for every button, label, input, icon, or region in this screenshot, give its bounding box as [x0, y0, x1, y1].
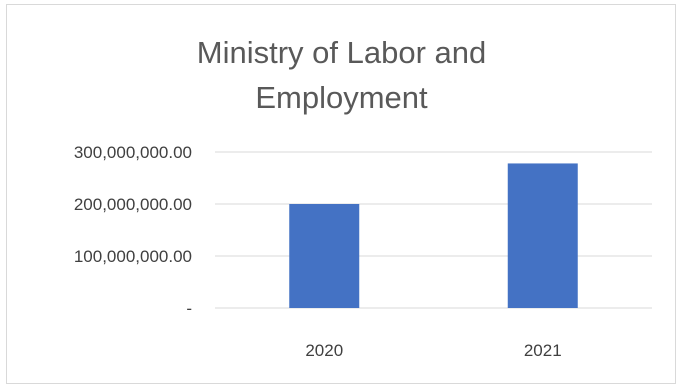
chart-title: Ministry of Labor and Employment [0, 30, 683, 120]
bar-2020 [289, 204, 360, 308]
x-tick-label: 2021 [524, 341, 562, 360]
y-tick-label: - [186, 299, 192, 318]
y-tick-label: 200,000,000.00 [74, 195, 192, 214]
x-tick-label: 2020 [305, 341, 343, 360]
y-tick-label: 300,000,000.00 [74, 143, 192, 162]
chart-title-line-1: Ministry of Labor and [196, 35, 487, 70]
chart-title-line-2: Employment [255, 80, 428, 115]
bar-2021 [507, 163, 578, 308]
bar-chart-plot: - 100,000,000.00 200,000,000.00 300,000,000… [74, 143, 652, 360]
y-tick-label: 100,000,000.00 [74, 247, 192, 266]
